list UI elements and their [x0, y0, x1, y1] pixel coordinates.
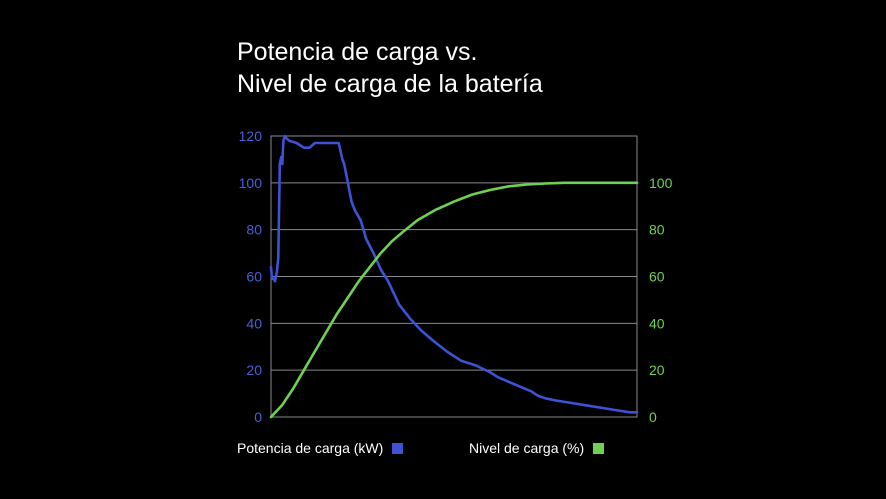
series-line-potencia — [269, 134, 639, 414]
left-tick-label: 40 — [246, 315, 262, 331]
grid-layer — [270, 135, 638, 418]
right-tick-label: 40 — [649, 315, 665, 331]
left-tick-label: 60 — [246, 269, 262, 285]
legend-label-potencia: Potencia de carga (kW) — [237, 440, 384, 456]
left-tick-label: 120 — [239, 128, 263, 144]
legend-item-potencia: Potencia de carga (kW) — [237, 440, 404, 456]
series-layer — [269, 134, 639, 419]
chart-title-line-1: Potencia de carga vs. — [237, 38, 478, 66]
right-tick-label: 0 — [649, 409, 657, 425]
left-tick-label: 80 — [246, 222, 262, 238]
left-tick-label: 20 — [246, 362, 262, 378]
right-axis-ticks: 0 20 40 60 80 100 — [649, 175, 673, 425]
legend-swatch-potencia — [392, 442, 404, 454]
right-tick-label: 20 — [649, 362, 665, 378]
right-tick-label: 60 — [649, 269, 665, 285]
left-tick-label: 100 — [239, 175, 263, 191]
dual-axis-line-chart: 0 20 40 60 80 100 120 0 20 40 60 80 100 — [239, 128, 673, 425]
legend-swatch-nivel — [593, 442, 605, 454]
chart-title-line-2: Nivel de carga de la batería — [237, 70, 543, 98]
right-tick-label: 80 — [649, 222, 665, 238]
chart-title: Potencia de carga vs. Nivel de carga de … — [237, 36, 737, 100]
left-axis-ticks: 0 20 40 60 80 100 120 — [239, 128, 263, 425]
right-tick-label: 100 — [649, 175, 673, 191]
legend-label-nivel: Nivel de carga (%) — [469, 440, 585, 456]
left-tick-label: 0 — [254, 409, 262, 425]
legend-item-nivel: Nivel de carga (%) — [469, 440, 605, 456]
series-line-nivel — [269, 181, 639, 419]
